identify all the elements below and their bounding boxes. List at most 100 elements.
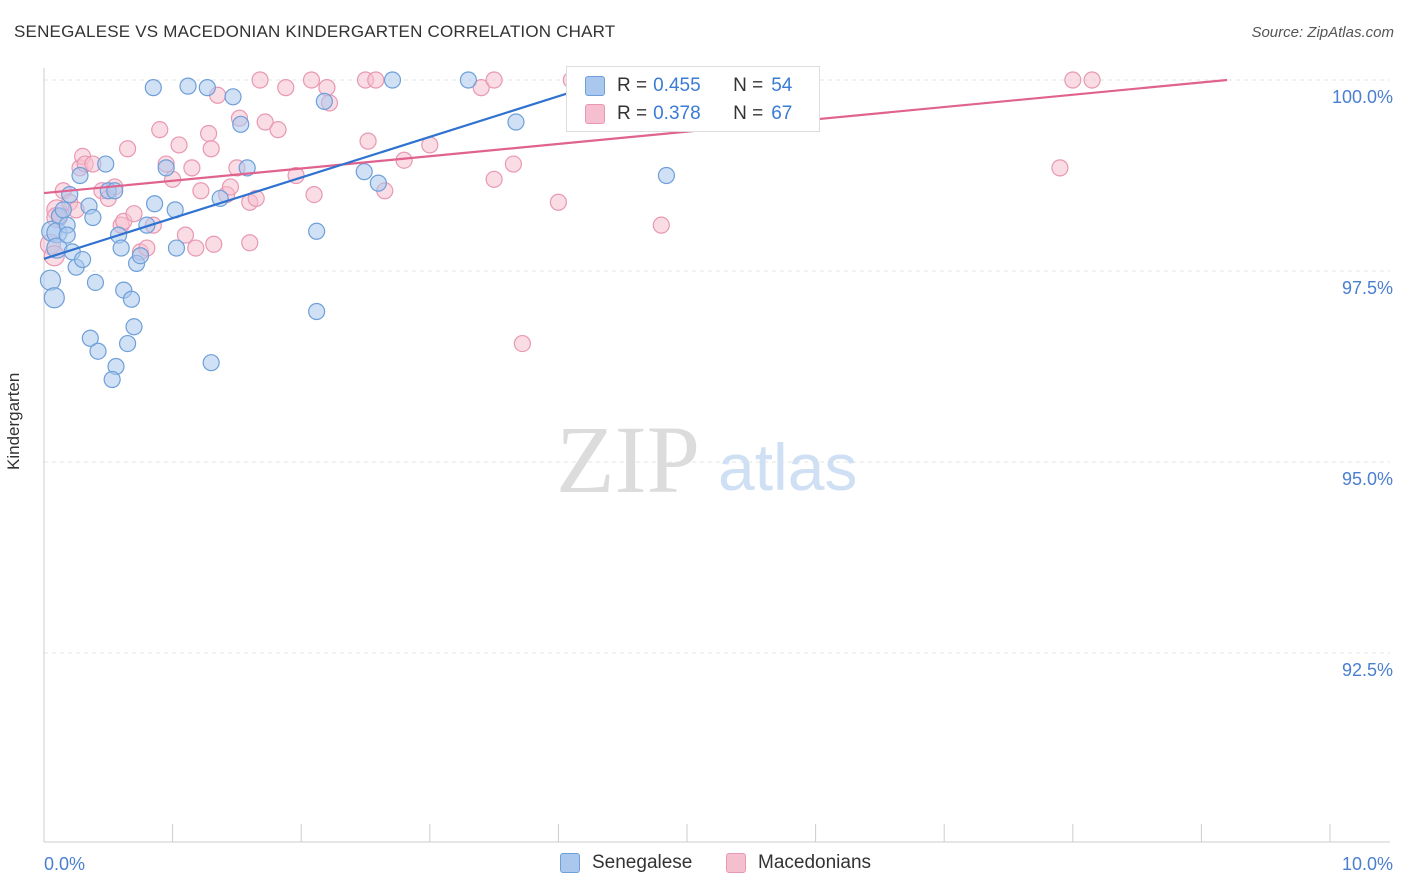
senegalese-point-49 — [459, 71, 477, 89]
legend-swatch-senegalese — [560, 853, 580, 873]
macedonians-point-59 — [513, 334, 531, 353]
trend-lines — [43, 78, 1228, 260]
macedonians-point-43 — [277, 79, 295, 97]
senegalese-point-43 — [308, 222, 326, 240]
senegalese-point-36 — [179, 77, 197, 95]
legend-label-senegalese: Senegalese — [592, 852, 693, 873]
legend-r-value: 0.378 — [653, 103, 701, 124]
legend-row-senegalese: R = 0.455 N = 54 — [567, 71, 792, 101]
senegalese-point-51 — [657, 166, 676, 185]
legend-r-label: R = — [617, 75, 648, 96]
senegalese-point-27 — [125, 318, 143, 336]
legend-swatch-blue — [585, 76, 605, 96]
y-tick-label-0: 100.0% — [1332, 87, 1393, 107]
senegalese-point-50 — [507, 113, 525, 131]
legend-r-label: R = — [617, 103, 648, 124]
senegalese-point-40 — [224, 88, 242, 106]
macedonians-point-25 — [176, 226, 195, 244]
correlation-legend: R = 0.455 N = 54 R = 0.378 N = 67 — [566, 66, 820, 132]
legend-item-senegalese: Senegalese — [560, 852, 692, 874]
senegalese-point-8 — [58, 226, 76, 244]
macedonians-point-27 — [187, 239, 205, 257]
macedonians-point-58 — [504, 155, 522, 173]
trend-line-macedonians — [43, 78, 1228, 195]
senegalese-point-15 — [84, 208, 102, 227]
macedonians-point-24 — [170, 136, 188, 154]
senegalese-point-37 — [198, 79, 216, 97]
macedonians-point-57 — [485, 170, 503, 188]
macedonians-point-17 — [125, 205, 143, 223]
senegalese-point-0 — [39, 269, 62, 291]
macedonians-point-39 — [247, 189, 265, 208]
legend-n-value: 67 — [771, 103, 793, 124]
y-tick-label-1: 97.5% — [1342, 278, 1393, 298]
y-tick-labels: 100.0% 97.5% 95.0% 92.5% — [1332, 87, 1393, 680]
senegalese-point-16 — [86, 273, 105, 292]
x-tick-label-max: 10.0% — [1342, 854, 1393, 874]
senegalese-point-13 — [73, 250, 92, 269]
macedonians-point-29 — [200, 124, 218, 143]
senegalese-point-1 — [43, 287, 65, 309]
senegalese-point-44 — [308, 302, 326, 321]
senegalese-point-12 — [71, 166, 89, 185]
y-tick-label-3: 92.5% — [1342, 660, 1393, 680]
watermark-atlas: atlas — [718, 430, 857, 504]
y-tick-label-2: 95.0% — [1342, 469, 1393, 489]
macedonians-point-42 — [269, 121, 287, 139]
legend-n-label: N = — [733, 75, 764, 96]
legend-row-macedonians: R = 0.378 N = 67 — [567, 99, 792, 129]
macedonians-point-40 — [251, 71, 269, 89]
senegalese-point-26 — [122, 290, 141, 308]
macedonians-point-41 — [256, 113, 274, 131]
macedonians-point-28 — [192, 182, 210, 200]
macedonians-point-64 — [1064, 71, 1082, 89]
macedonians-point-26 — [183, 159, 201, 177]
watermark-zip: ZIP — [556, 406, 700, 513]
macedonians-point-56 — [485, 71, 503, 89]
legend-n-label: N = — [733, 103, 764, 124]
macedonians-point-21 — [151, 121, 169, 139]
senegalese-point-23 — [112, 239, 130, 257]
axes — [43, 68, 1390, 843]
macedonians-point-51 — [367, 71, 385, 89]
x-tick-label-min: 0.0% — [44, 854, 85, 874]
senegalese-point-25 — [118, 334, 137, 353]
senegalese-point-17 — [81, 329, 99, 347]
source-label: Source: ZipAtlas.com — [1251, 24, 1394, 41]
trend-line-senegalese — [43, 78, 611, 260]
legend-item-macedonians: Macedonians — [726, 852, 871, 874]
macedonians-point-55 — [472, 79, 490, 97]
series-legend: Senegalese Macedonians — [0, 852, 1406, 878]
chart-title: SENEGALESE VS MACEDONIAN KINDERGARTEN CO… — [14, 22, 616, 41]
macedonians-point-16 — [118, 140, 137, 158]
macedonians-point-50 — [359, 132, 377, 150]
senegalese-point-47 — [369, 174, 387, 192]
legend-swatch-pink — [585, 104, 605, 124]
macedonians-point-30 — [202, 140, 220, 158]
senegalese-point-35 — [167, 239, 186, 257]
senegalese-point-46 — [355, 163, 373, 181]
legend-label-macedonians: Macedonians — [758, 852, 872, 873]
senegalese-point-42 — [238, 159, 256, 177]
senegalese-point-48 — [383, 71, 402, 89]
legend-swatch-macedonians — [726, 853, 746, 873]
macedonians-point-60 — [549, 193, 568, 211]
macedonians-point-65 — [1083, 71, 1101, 89]
x-tick-labels: 0.0% 10.0% — [44, 854, 1393, 874]
senegalese-point-32 — [145, 195, 164, 213]
senegalese-point-31 — [144, 79, 162, 97]
senegalese-point-38 — [202, 354, 220, 372]
macedonians-point-34 — [221, 178, 240, 196]
macedonians-point-62 — [652, 216, 670, 234]
macedonians-point-45 — [302, 71, 321, 89]
macedonians-point-31 — [205, 235, 223, 253]
senegalese-point-41 — [232, 115, 250, 133]
macedonians-point-46 — [305, 186, 323, 204]
y-axis-label: Kindergarten — [4, 372, 23, 470]
senegalese-point-45 — [315, 92, 333, 110]
macedonians-point-63 — [1051, 159, 1069, 177]
legend-n-value: 54 — [771, 75, 793, 96]
senegalese-point-33 — [157, 159, 175, 177]
legend-r-value: 0.455 — [653, 75, 701, 96]
